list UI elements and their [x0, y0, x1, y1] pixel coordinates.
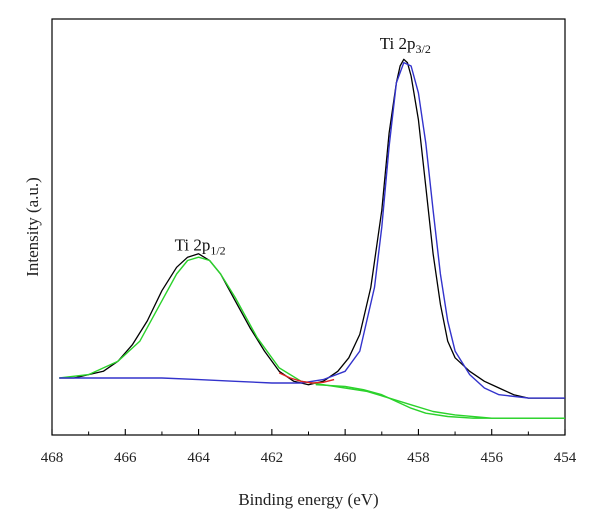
x-tick-label: 466 [114, 450, 137, 466]
x-tick-label: 454 [554, 450, 577, 466]
series-layer [59, 58, 565, 419]
x-tick-label: 460 [334, 450, 357, 466]
peak-label-3-2: Ti 2p3/2 [380, 34, 431, 56]
plot-frame [51, 18, 566, 436]
x-axis-title: Binding energy (eV) [238, 490, 378, 509]
x-tick-label: 456 [480, 450, 503, 466]
x-tick-label: 462 [261, 450, 284, 466]
plot-area-border [51, 18, 566, 436]
series-line-raw-data [59, 58, 565, 399]
series-line-envelope [278, 372, 335, 384]
series-line-ti-2p1-2-fit [59, 256, 565, 419]
peak-label-1-2: Ti 2p1/2 [175, 235, 226, 257]
y-axis-title: Intensity (a.u.) [23, 177, 42, 277]
x-tick-label: 464 [187, 450, 210, 466]
peak-annotations: Ti 2p1/2 Ti 2p3/2 [175, 34, 431, 257]
x-tick-label: 468 [41, 450, 64, 466]
x-tick-label: 458 [407, 450, 430, 466]
series-line-ti-2p3-2-fit [59, 61, 565, 399]
x-axis-ticks: 468 466 464 462 460 458 456 454 [41, 429, 577, 466]
series-line-background [315, 384, 565, 419]
